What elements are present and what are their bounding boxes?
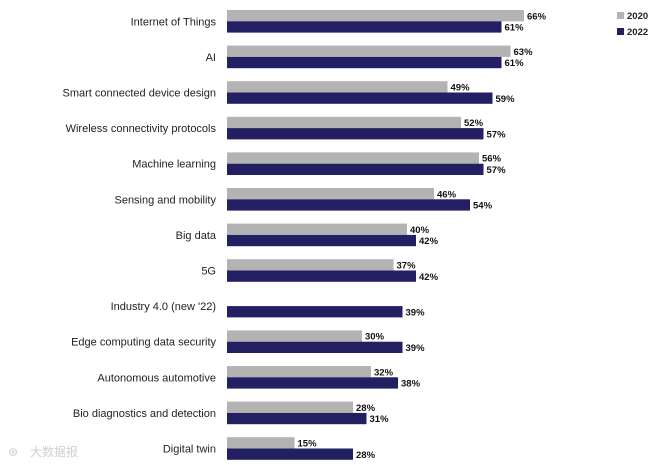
category-label: Bio diagnostics and detection — [73, 408, 216, 420]
data-label-2020: 56% — [482, 154, 502, 165]
bar-2022 — [227, 306, 403, 318]
data-label-2020: 15% — [298, 439, 318, 450]
data-label-2022: 57% — [487, 165, 507, 176]
bar-2020 — [227, 259, 394, 271]
bar-2022 — [227, 21, 502, 33]
data-label-2022: 39% — [406, 307, 426, 318]
data-label-2020: 63% — [514, 47, 534, 58]
category-label: Wireless connectivity protocols — [66, 123, 217, 135]
bar-2022 — [227, 448, 353, 460]
bar-2020 — [227, 81, 448, 93]
data-label-2020: 52% — [464, 118, 484, 129]
data-label-2020: 28% — [356, 403, 376, 414]
bar-2022 — [227, 412, 367, 425]
bar-2022 — [227, 163, 484, 175]
bar-2020 — [227, 366, 371, 378]
bar-2022 — [227, 377, 398, 389]
bar-2020 — [227, 10, 524, 22]
data-label-2022: 42% — [419, 272, 439, 283]
category-label: AI — [206, 52, 216, 64]
bar-2020 — [227, 401, 353, 413]
data-label-2022: 59% — [496, 94, 516, 105]
bar-2022 — [227, 92, 493, 104]
category-label: Autonomous automotive — [97, 372, 216, 384]
category-label: Industry 4.0 (new '22) — [111, 301, 216, 313]
bar-2022 — [227, 199, 470, 211]
data-label-2022: 31% — [370, 414, 390, 425]
data-label-2020: 32% — [374, 367, 394, 378]
bar-2022 — [227, 128, 484, 140]
legend-swatch-2022 — [617, 28, 624, 35]
category-label: Digital twin — [163, 444, 216, 456]
data-label-2020: 49% — [451, 83, 471, 94]
bar-2020 — [227, 116, 461, 129]
legend-label-2020: 2020 — [627, 11, 648, 22]
legend-swatch-2020 — [617, 12, 624, 19]
category-label: Smart connected device design — [63, 88, 216, 100]
bar-2020 — [227, 188, 434, 200]
bar-2020 — [227, 45, 511, 57]
bar-2022 — [227, 234, 416, 247]
watermark-text: 大数据报 — [30, 444, 78, 459]
category-label: Machine learning — [132, 159, 216, 171]
data-label-2022: 57% — [487, 129, 507, 140]
data-label-2020: 46% — [437, 189, 457, 200]
data-label-2022: 42% — [419, 236, 439, 247]
watermark-logo-icon: ⊛ — [8, 445, 18, 459]
data-label-2022: 39% — [406, 343, 426, 354]
bar-2020 — [227, 152, 479, 164]
bar-2022 — [227, 341, 403, 353]
bar-2020 — [227, 437, 295, 449]
data-label-2020: 30% — [365, 332, 385, 343]
category-label: Internet of Things — [131, 16, 217, 28]
data-label-2022: 61% — [505, 23, 525, 34]
data-label-2022: 54% — [473, 201, 493, 212]
data-label-2022: 61% — [505, 58, 525, 69]
data-label-2020: 37% — [397, 261, 417, 272]
data-label-2022: 38% — [401, 379, 421, 390]
bar-2020 — [227, 223, 407, 235]
category-label: Sensing and mobility — [114, 194, 216, 206]
data-label-2020: 66% — [527, 11, 547, 22]
bar-2022 — [227, 56, 502, 69]
category-label: Edge computing data security — [71, 337, 216, 349]
category-label: 5G — [201, 266, 216, 278]
data-label-2020: 40% — [410, 225, 430, 236]
data-label-2022: 28% — [356, 450, 376, 461]
category-label: Big data — [176, 230, 217, 242]
bar-2022 — [227, 270, 416, 282]
bar-2020 — [227, 330, 362, 342]
legend-label-2022: 2022 — [627, 27, 648, 38]
